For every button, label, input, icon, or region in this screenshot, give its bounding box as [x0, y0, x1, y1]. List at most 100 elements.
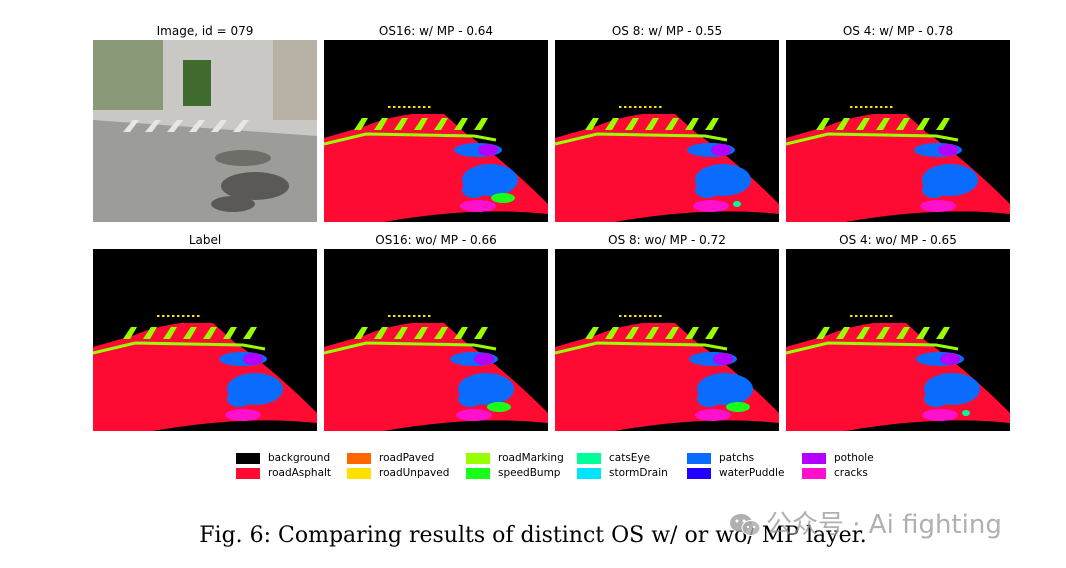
- catseye-spot: [962, 410, 970, 416]
- legend-swatch: [236, 468, 260, 479]
- marking-line: [555, 132, 728, 146]
- crosswalk-stripes: [816, 118, 950, 130]
- crosswalk-stripes: [354, 118, 488, 130]
- marking-line: [555, 341, 728, 355]
- watermark-text: 公众号 · Ai fighting: [766, 510, 1002, 540]
- panel-title: OS 8: wo/ MP - 0.72: [608, 233, 726, 247]
- legend-label: stormDrain: [609, 467, 668, 479]
- asphalt-region: [324, 114, 548, 222]
- cracks-spot: [456, 409, 492, 421]
- marking-dots: [619, 315, 662, 317]
- background-region: [786, 420, 1010, 431]
- asphalt-region: [786, 114, 1010, 222]
- marking-line: [324, 341, 497, 355]
- legend-label: catsEye: [609, 452, 651, 464]
- legend-swatch: [236, 453, 260, 464]
- segmentation-map: [324, 40, 548, 222]
- segmentation-map: [93, 249, 317, 431]
- legend-label: waterPuddle: [719, 467, 785, 479]
- legend: background roadAsphalt roadPaved roadUnpave…: [236, 451, 916, 485]
- asphalt-region: [324, 323, 548, 431]
- marking-dots: [388, 106, 431, 108]
- legend-label: roadUnpaved: [379, 467, 450, 479]
- marking-line: [324, 132, 497, 146]
- asphalt-region: [555, 323, 779, 431]
- marking-dots: [850, 106, 893, 108]
- legend-swatch: [687, 468, 711, 479]
- legend-label: patchs: [719, 452, 755, 464]
- background-region: [324, 420, 548, 431]
- marking-dots: [388, 315, 431, 317]
- speedbump-spot: [487, 402, 511, 412]
- marking-line: [786, 341, 959, 355]
- legend-swatch: [577, 468, 601, 479]
- crosswalk-stripes: [585, 118, 719, 130]
- cracks-spot: [920, 200, 956, 212]
- cracks-spot: [695, 409, 731, 421]
- legend-label: pothole: [834, 452, 874, 464]
- input-photo: [93, 40, 317, 222]
- panel-title: OS 8: w/ MP - 0.55: [611, 24, 723, 38]
- legend-swatch: [577, 453, 601, 464]
- background-region: [555, 420, 779, 431]
- pothole-spot: [474, 353, 494, 365]
- cracks-spot: [460, 200, 496, 212]
- legend-label: roadAsphalt: [268, 467, 332, 479]
- legend-label: cracks: [834, 467, 868, 479]
- legend-label: roadPaved: [379, 452, 435, 464]
- panel-title: Label: [188, 233, 222, 247]
- background-region: [324, 211, 548, 222]
- legend-label: background: [268, 452, 331, 464]
- marking-line: [93, 341, 266, 355]
- crosswalk-stripes: [354, 327, 488, 339]
- segmentation-map: [324, 249, 548, 431]
- crosswalk-stripes: [585, 327, 719, 339]
- legend-swatch: [802, 453, 826, 464]
- asphalt-region: [786, 323, 1010, 431]
- segmentation-map: [786, 249, 1010, 431]
- panel-title: Image, id = 079: [156, 24, 254, 38]
- legend-swatch: [687, 453, 711, 464]
- background-region: [786, 211, 1010, 222]
- panel-title: OS 4: w/ MP - 0.78: [842, 24, 954, 38]
- road-surface: [93, 120, 317, 222]
- wechat-icon: [730, 514, 761, 536]
- cracks-spot: [693, 200, 729, 212]
- marking-dots: [850, 315, 893, 317]
- marking-dots: [619, 106, 662, 108]
- marking-line: [786, 132, 959, 146]
- tree: [183, 60, 211, 106]
- asphalt-region: [93, 323, 317, 431]
- pothole-spot: [478, 144, 498, 156]
- marking-dots: [157, 315, 200, 317]
- panel-title: OS16: wo/ MP - 0.66: [375, 233, 497, 247]
- legend-swatch: [466, 453, 490, 464]
- pothole-spot: [938, 144, 958, 156]
- crosswalk-stripes: [123, 327, 257, 339]
- cracks-spot: [225, 409, 261, 421]
- legend-label: roadMarking: [498, 452, 564, 464]
- speedbump-spot: [726, 402, 750, 412]
- crosswalk: [123, 120, 249, 132]
- asphalt-region: [555, 114, 779, 222]
- panel-title: OS 4: wo/ MP - 0.65: [839, 233, 957, 247]
- background-region: [93, 420, 317, 431]
- background-region: [555, 211, 779, 222]
- pothole-spot: [940, 353, 960, 365]
- legend-label: speedBump: [498, 467, 561, 479]
- catseye-spot: [733, 201, 741, 207]
- crosswalk-stripes: [816, 327, 950, 339]
- pothole-spot: [711, 144, 731, 156]
- pothole-spot: [243, 353, 263, 365]
- pothole-spot: [713, 353, 733, 365]
- cracks-spot: [922, 409, 958, 421]
- panel-title: OS16: w/ MP - 0.64: [378, 24, 494, 38]
- segmentation-map: [555, 249, 779, 431]
- legend-swatch: [802, 468, 826, 479]
- potholes: [211, 150, 289, 212]
- right-building: [273, 40, 317, 120]
- segmentation-map: [786, 40, 1010, 222]
- left-building: [93, 40, 163, 110]
- legend-swatch: [466, 468, 490, 479]
- legend-swatch: [347, 468, 371, 479]
